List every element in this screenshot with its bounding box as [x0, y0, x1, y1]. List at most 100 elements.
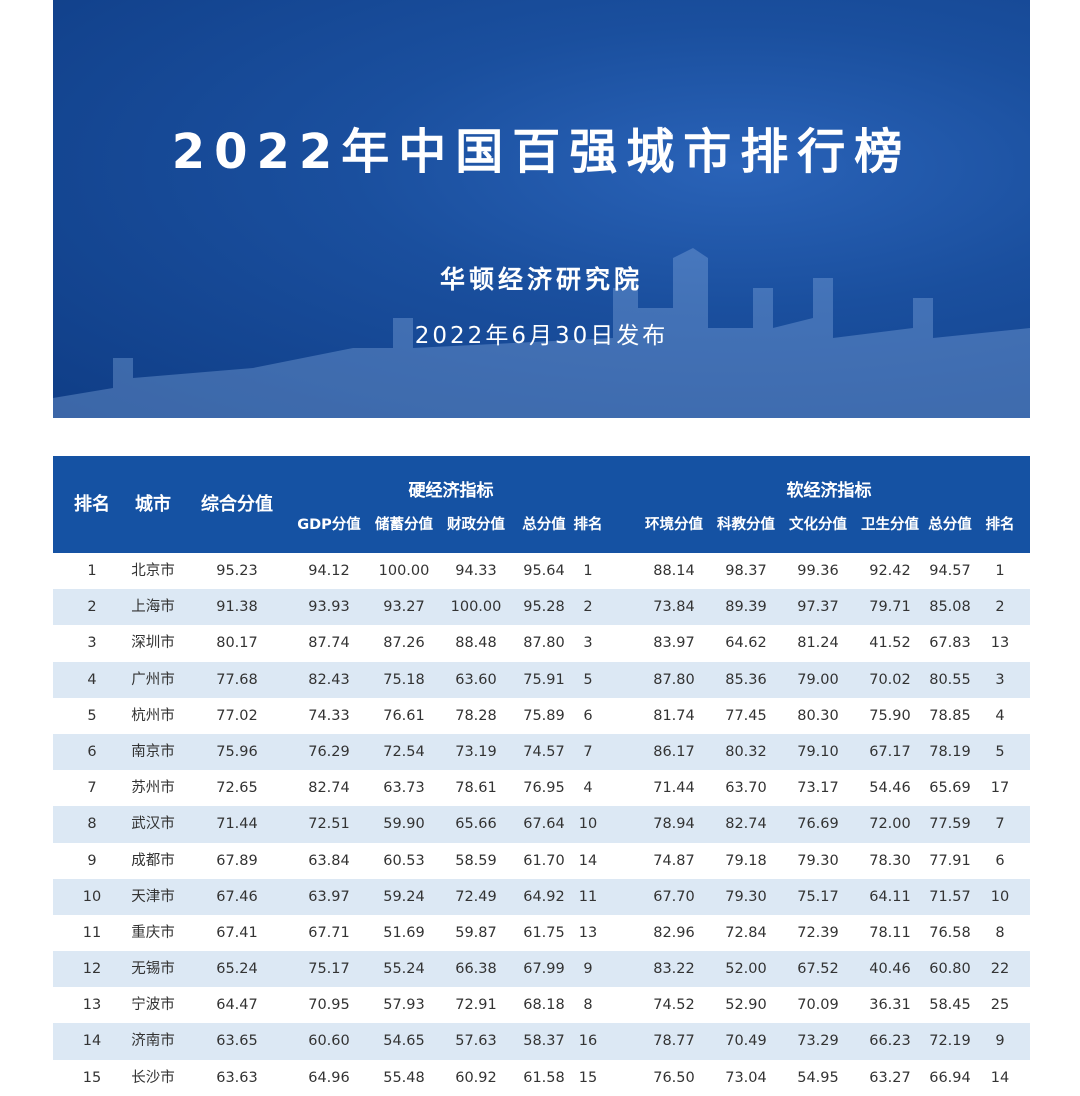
table-row: 5 杭州市 77.02 74.33 76.61 78.28 75.89 6 81.74 77.45… — [53, 698, 1030, 734]
header-hard-fiscal: 财政分值 — [447, 517, 505, 533]
cell-soft-total: 77.91 — [929, 852, 971, 869]
cell-rank: 2 — [87, 599, 97, 616]
cell-fiscal: 78.28 — [455, 707, 497, 724]
table-row: 2 上海市 91.38 93.93 93.27 100.00 95.28 2 73.84 89.3… — [53, 589, 1030, 626]
cell-fiscal: 66.38 — [455, 961, 497, 978]
header-hard-savings: 储蓄分值 — [375, 517, 433, 533]
cell-rank: 12 — [82, 961, 102, 978]
cell-culture: 75.17 — [797, 888, 839, 905]
page-title: 2022年中国百强城市排行榜 — [171, 124, 912, 180]
cell-culture: 54.95 — [797, 1069, 839, 1086]
cell-hard-total: 95.28 — [523, 599, 565, 616]
cell-composite: 67.41 — [216, 924, 258, 941]
cell-city: 南京市 — [131, 743, 175, 760]
cell-hard-rank: 16 — [578, 1033, 598, 1050]
cell-environment: 73.84 — [653, 599, 695, 616]
cell-soft-rank: 2 — [995, 599, 1005, 616]
cell-sci-edu: 73.04 — [725, 1069, 767, 1086]
cell-rank: 9 — [87, 852, 97, 869]
cell-fiscal: 100.00 — [450, 599, 502, 616]
table-row: 8 武汉市 71.44 72.51 59.90 65.66 67.64 10 78.94 82.7… — [53, 806, 1030, 843]
cell-hard-total: 75.91 — [523, 671, 565, 688]
table-row: 1 北京市 95.23 94.12 100.00 94.33 95.64 1 88.14 98.3… — [53, 553, 1030, 589]
cell-culture: 79.00 — [797, 671, 839, 688]
cell-city: 武汉市 — [131, 816, 175, 833]
cell-savings: 59.90 — [383, 816, 425, 833]
cell-savings: 55.48 — [383, 1069, 425, 1086]
cell-city: 济南市 — [131, 1033, 175, 1050]
cell-hard-rank: 7 — [583, 743, 593, 760]
table-row: 11 重庆市 67.41 67.71 51.69 59.87 61.75 13 82.96 72.… — [53, 915, 1030, 951]
cell-city: 长沙市 — [131, 1069, 175, 1086]
cell-rank: 1 — [87, 563, 97, 579]
cell-hard-rank: 11 — [578, 888, 598, 905]
cell-fiscal: 73.19 — [455, 743, 497, 760]
cell-hard-total: 95.64 — [523, 563, 565, 579]
cell-environment: 74.52 — [653, 997, 695, 1014]
cell-composite: 64.47 — [216, 997, 258, 1014]
cell-gdp: 64.96 — [308, 1069, 350, 1086]
cell-savings: 76.61 — [383, 707, 425, 724]
header-hard-hard-rank: 排名 — [573, 517, 603, 533]
cell-hard-total: 61.75 — [523, 924, 565, 941]
cell-fiscal: 72.91 — [455, 997, 497, 1014]
cell-hard-total: 75.89 — [523, 707, 565, 724]
cell-composite: 75.96 — [216, 743, 258, 760]
cell-health: 70.02 — [869, 671, 911, 688]
cell-health: 54.46 — [869, 780, 911, 797]
cell-sci-edu: 64.62 — [725, 635, 767, 652]
cell-culture: 79.30 — [797, 852, 839, 869]
cell-health: 78.30 — [869, 852, 911, 869]
cell-city: 杭州市 — [131, 707, 175, 724]
cell-city: 苏州市 — [131, 780, 175, 797]
cell-savings: 60.53 — [383, 852, 425, 869]
header-soft-sci-edu: 科教分值 — [717, 517, 775, 533]
cell-culture: 70.09 — [797, 997, 839, 1014]
cell-city: 北京市 — [131, 563, 175, 579]
header-hard-hard-total: 总分值 — [522, 517, 566, 533]
cell-hard-total: 61.70 — [523, 852, 565, 869]
cell-health: 78.11 — [869, 924, 911, 941]
cell-composite: 67.46 — [216, 888, 258, 905]
cell-city: 广州市 — [131, 671, 175, 688]
table-row: 6 南京市 75.96 76.29 72.54 73.19 74.57 7 86.17 80.32… — [53, 733, 1030, 771]
header-soft-soft-total: 总分值 — [928, 517, 972, 533]
cell-hard-rank: 9 — [583, 961, 593, 978]
cell-rank: 7 — [87, 780, 97, 797]
cell-soft-rank: 22 — [990, 961, 1010, 978]
cell-hard-total: 67.64 — [523, 816, 565, 833]
cell-culture: 67.52 — [797, 961, 839, 978]
cell-gdp: 60.60 — [308, 1033, 350, 1050]
header-banner: 2022年中国百强城市排行榜 华顿经济研究院 2022年6月30日发布 — [53, 0, 1030, 418]
cell-city: 上海市 — [131, 599, 175, 616]
cell-sci-edu: 80.32 — [725, 743, 767, 760]
table-header: 排名 城市 综合分值 硬经济指标 软经济指标 GDP分值 储蓄分值 财政分值 总分值排… — [53, 456, 1030, 553]
cell-soft-total: 65.69 — [929, 780, 971, 797]
cell-rank: 10 — [82, 888, 102, 905]
table-body: 1 北京市 95.23 94.12 100.00 94.33 95.64 1 88.14 98.3… — [53, 553, 1030, 1096]
cell-fiscal: 59.87 — [455, 924, 497, 941]
cell-city: 深圳市 — [131, 635, 175, 652]
cell-composite: 91.38 — [216, 599, 258, 616]
cell-gdp: 70.95 — [308, 997, 350, 1014]
cell-environment: 78.77 — [653, 1033, 695, 1050]
cell-soft-total: 78.85 — [929, 707, 971, 724]
cell-composite: 71.44 — [216, 816, 258, 833]
cell-hard-total: 74.57 — [523, 743, 565, 760]
cell-rank: 3 — [87, 635, 97, 652]
cell-fiscal: 72.49 — [455, 888, 497, 905]
cell-environment: 71.44 — [653, 780, 695, 797]
cell-fiscal: 65.66 — [455, 816, 497, 833]
cell-sci-edu: 52.90 — [725, 997, 767, 1014]
cell-composite: 95.23 — [216, 563, 258, 579]
cell-soft-rank: 3 — [995, 671, 1005, 688]
table-row: 15 长沙市 63.63 64.96 55.48 60.92 61.58 15 76.50 73.… — [53, 1060, 1030, 1096]
cell-hard-rank: 1 — [583, 563, 593, 579]
cell-environment: 86.17 — [653, 743, 695, 760]
cell-gdp: 82.43 — [308, 671, 350, 688]
cell-gdp: 63.97 — [308, 888, 350, 905]
cell-soft-rank: 13 — [990, 635, 1010, 652]
cell-gdp: 74.33 — [308, 707, 350, 724]
cell-gdp: 72.51 — [308, 816, 350, 833]
cell-health: 66.23 — [869, 1033, 911, 1050]
